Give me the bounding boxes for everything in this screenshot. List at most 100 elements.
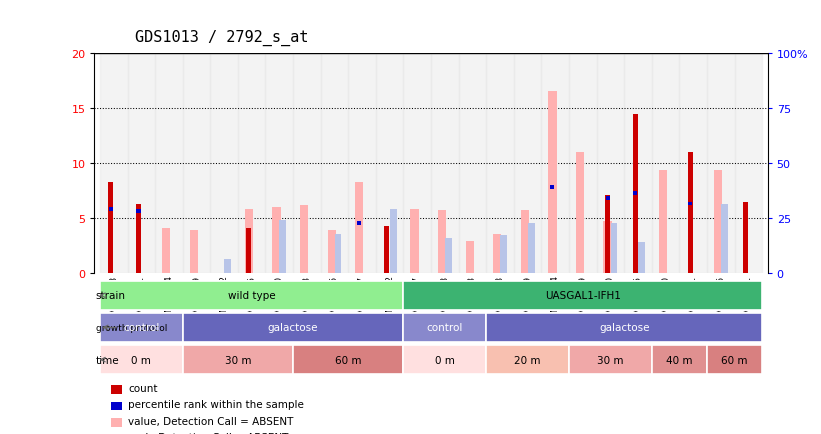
Bar xyxy=(190,231,198,273)
Bar xyxy=(293,54,321,273)
FancyBboxPatch shape xyxy=(486,345,569,374)
Text: value, Detection Call = ABSENT: value, Detection Call = ABSENT xyxy=(128,416,293,426)
Text: rank, Detection Call = ABSENT: rank, Detection Call = ABSENT xyxy=(128,433,288,434)
Bar xyxy=(273,208,281,273)
Bar xyxy=(569,54,597,273)
Bar xyxy=(136,204,141,273)
Bar xyxy=(486,54,514,273)
Bar xyxy=(652,54,679,273)
Text: 20 m: 20 m xyxy=(514,355,541,365)
Text: control: control xyxy=(427,323,463,332)
FancyBboxPatch shape xyxy=(293,345,403,374)
Bar xyxy=(183,54,210,273)
Text: 60 m: 60 m xyxy=(722,355,748,365)
FancyBboxPatch shape xyxy=(100,313,183,342)
Bar xyxy=(376,54,403,273)
Bar xyxy=(390,210,397,273)
Text: 40 m: 40 m xyxy=(666,355,693,365)
FancyBboxPatch shape xyxy=(100,345,183,374)
Bar xyxy=(162,228,170,273)
FancyBboxPatch shape xyxy=(403,345,486,374)
Bar xyxy=(707,54,735,273)
Text: wild type: wild type xyxy=(228,291,276,300)
Bar xyxy=(679,54,707,273)
Bar xyxy=(357,222,361,226)
Bar xyxy=(108,182,113,273)
Bar xyxy=(384,226,389,273)
Bar xyxy=(611,223,617,273)
FancyBboxPatch shape xyxy=(403,313,486,342)
Bar xyxy=(514,54,541,273)
FancyBboxPatch shape xyxy=(707,345,762,374)
Text: 30 m: 30 m xyxy=(597,355,624,365)
Bar xyxy=(721,204,727,273)
Bar xyxy=(550,186,554,190)
Bar xyxy=(355,182,364,273)
FancyBboxPatch shape xyxy=(183,313,403,342)
Bar xyxy=(624,54,652,273)
Text: percentile rank within the sample: percentile rank within the sample xyxy=(128,400,304,409)
Bar xyxy=(658,171,667,273)
Bar xyxy=(606,197,610,201)
Text: 0 m: 0 m xyxy=(131,355,151,365)
Bar xyxy=(265,54,293,273)
Bar xyxy=(493,234,502,273)
Bar xyxy=(459,54,486,273)
Bar xyxy=(541,54,569,273)
Text: GDS1013 / 2792_s_at: GDS1013 / 2792_s_at xyxy=(135,30,309,46)
Text: UASGAL1-IFH1: UASGAL1-IFH1 xyxy=(545,291,621,300)
Bar xyxy=(245,210,253,273)
Bar xyxy=(500,235,507,273)
FancyBboxPatch shape xyxy=(486,313,762,342)
Bar xyxy=(136,210,140,214)
Bar xyxy=(638,243,645,273)
Bar xyxy=(466,242,474,273)
Bar xyxy=(688,153,693,273)
Bar xyxy=(224,259,232,273)
Bar xyxy=(445,238,452,273)
Bar xyxy=(155,54,183,273)
Bar xyxy=(403,54,431,273)
Bar xyxy=(431,54,459,273)
Bar xyxy=(528,223,534,273)
Bar xyxy=(603,222,612,273)
Text: galactose: galactose xyxy=(599,323,649,332)
Text: 0 m: 0 m xyxy=(435,355,455,365)
Text: 30 m: 30 m xyxy=(225,355,251,365)
FancyBboxPatch shape xyxy=(403,281,762,310)
Text: strain: strain xyxy=(96,291,126,300)
Bar xyxy=(633,115,638,273)
Bar xyxy=(210,54,238,273)
Bar xyxy=(597,54,624,273)
Bar xyxy=(521,211,529,273)
Bar xyxy=(246,228,251,273)
FancyBboxPatch shape xyxy=(183,345,293,374)
Text: time: time xyxy=(96,355,119,365)
Text: control: control xyxy=(123,323,159,332)
FancyBboxPatch shape xyxy=(569,345,652,374)
Bar xyxy=(238,54,265,273)
Bar xyxy=(321,54,348,273)
Text: 60 m: 60 m xyxy=(335,355,361,365)
Bar xyxy=(605,196,610,273)
Bar xyxy=(100,54,127,273)
Bar xyxy=(735,54,762,273)
Bar xyxy=(743,202,748,273)
Bar xyxy=(300,205,308,273)
Bar xyxy=(688,202,692,206)
FancyBboxPatch shape xyxy=(652,345,707,374)
Bar xyxy=(438,211,446,273)
Bar xyxy=(576,153,585,273)
FancyBboxPatch shape xyxy=(100,281,403,310)
Bar xyxy=(348,54,376,273)
Bar xyxy=(410,210,419,273)
Bar xyxy=(109,207,113,211)
Bar xyxy=(633,191,637,195)
Bar xyxy=(335,234,342,273)
Text: count: count xyxy=(128,383,158,393)
Text: growth protocol: growth protocol xyxy=(96,323,167,332)
Bar xyxy=(279,221,287,273)
Bar xyxy=(328,231,336,273)
Bar xyxy=(127,54,155,273)
Bar xyxy=(713,171,722,273)
